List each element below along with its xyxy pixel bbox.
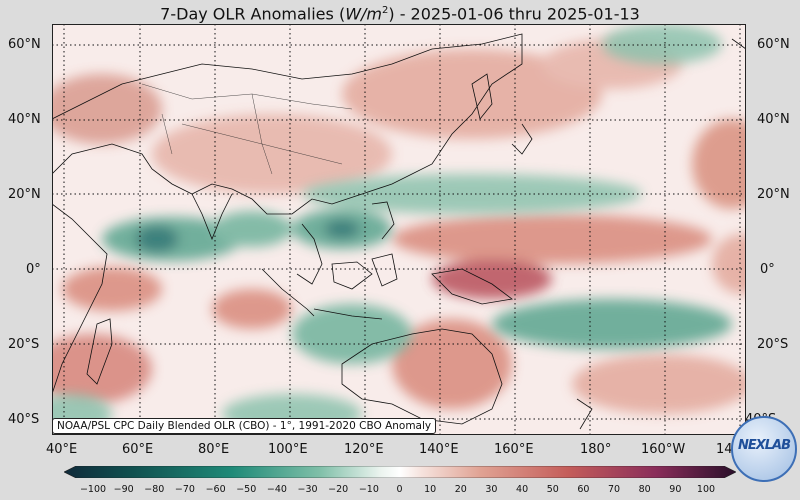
colorbar-tick-label: 100 xyxy=(696,484,716,495)
colorbar-tick-label: −80 xyxy=(144,484,165,495)
coastlines xyxy=(52,33,746,430)
data-source-credit: NOAA/PSL CPC Daily Blended OLR (CBO) - 1… xyxy=(52,418,437,434)
lon-label: 100°E xyxy=(268,442,308,457)
colorbar-tick-label: −70 xyxy=(174,484,195,495)
colorbar-tick-label: −30 xyxy=(297,484,318,495)
lon-label: 14 xyxy=(716,442,733,457)
colorbar-tick-label: 0 xyxy=(396,484,403,495)
lon-label: 160°W xyxy=(641,442,686,457)
country-borders xyxy=(141,83,353,175)
lon-label: 120°E xyxy=(344,442,384,457)
lat-label-left: 20°N xyxy=(8,187,41,202)
lat-label-left: 60°N xyxy=(8,37,41,52)
positive-anomaly-regions xyxy=(52,39,746,414)
lat-label-right: 40°N xyxy=(757,112,790,127)
olr-anomaly-map xyxy=(52,24,746,435)
lon-label: 40°E xyxy=(46,442,78,457)
lat-label-left: 40°S xyxy=(8,412,40,427)
colorbar-tick-label: −60 xyxy=(205,484,226,495)
lat-label-left: 0° xyxy=(26,262,41,277)
colorbar-tick-label: −20 xyxy=(328,484,349,495)
colorbar xyxy=(64,466,736,478)
lon-label: 160°E xyxy=(494,442,534,457)
colorbar-tick-label: −100 xyxy=(79,484,107,495)
colorbar-tick-label: −40 xyxy=(266,484,287,495)
map-title: 7-Day OLR Anomalies (W/m2) - 2025-01-06 … xyxy=(160,4,640,24)
lat-label-right: 60°N xyxy=(757,37,790,52)
colorbar-tick-label: 10 xyxy=(424,484,437,495)
lat-label-right: 0° xyxy=(760,262,775,277)
colorbar-tick-label: 90 xyxy=(669,484,682,495)
lon-label: 80°E xyxy=(198,442,230,457)
colorbar-tick-label: 30 xyxy=(485,484,498,495)
lat-label-right: 20°S xyxy=(757,337,789,352)
colorbar-tick-label: 50 xyxy=(546,484,559,495)
lat-label-right: 20°N xyxy=(757,187,790,202)
lon-label: 180° xyxy=(580,442,612,457)
lat-label-left: 40°N xyxy=(8,112,41,127)
colorbar-tick-label: 80 xyxy=(638,484,651,495)
colorbar-tick-label: 20 xyxy=(454,484,467,495)
colorbar-tick-label: −50 xyxy=(236,484,257,495)
nexlab-logo: NEXLAB xyxy=(731,416,797,482)
lon-label: 140°E xyxy=(419,442,459,457)
colorbar-tick-label: 70 xyxy=(608,484,621,495)
lat-label-left: 20°S xyxy=(8,337,40,352)
colorbar-tick-label: −10 xyxy=(358,484,379,495)
lon-label: 60°E xyxy=(122,442,154,457)
colorbar-tick-label: 40 xyxy=(516,484,529,495)
colorbar-tick-label: −90 xyxy=(113,484,134,495)
colorbar-tick-label: 60 xyxy=(577,484,590,495)
